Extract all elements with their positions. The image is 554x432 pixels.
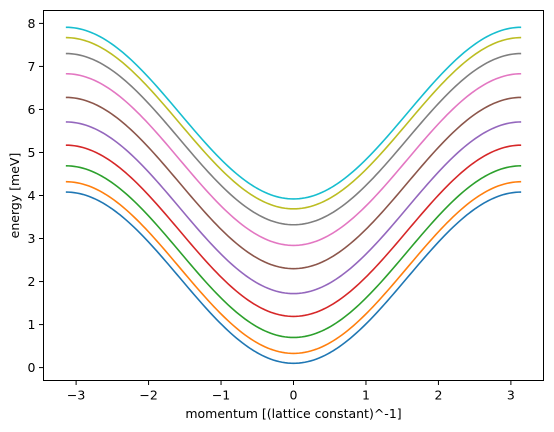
band-line-10 xyxy=(65,26,522,200)
series-layer xyxy=(65,26,522,365)
y-tick-label: 0 xyxy=(28,360,36,375)
x-axis-ticks: −3 −2 −1 0 1 2 3 xyxy=(67,380,515,403)
y-tick-label: 3 xyxy=(28,231,36,246)
y-axis-label: energy [meV] xyxy=(7,153,22,239)
y-tick-label: 5 xyxy=(28,145,36,160)
plot-frame xyxy=(43,10,544,381)
x-tick-label: −3 xyxy=(67,388,85,403)
y-tick-label: 6 xyxy=(28,102,36,117)
band-line-3 xyxy=(65,165,522,339)
band-line-7 xyxy=(65,72,522,247)
x-tick-label: −2 xyxy=(139,388,157,403)
x-tick-label: −1 xyxy=(212,388,230,403)
x-tick-label: 0 xyxy=(290,388,298,403)
y-tick-label: 2 xyxy=(28,274,36,289)
y-tick-label: 1 xyxy=(28,317,36,332)
x-tick-label: 3 xyxy=(507,388,515,403)
x-tick-label: 2 xyxy=(434,388,442,403)
band-line-6 xyxy=(65,96,522,270)
y-tick-label: 7 xyxy=(28,59,36,74)
band-line-5 xyxy=(65,121,522,295)
band-line-1 xyxy=(65,191,522,365)
band-line-8 xyxy=(65,52,522,226)
band-line-9 xyxy=(65,36,522,210)
x-axis-label: momentum [(lattice constant)^-1] xyxy=(185,406,401,421)
y-axis-ticks: 0 1 2 3 4 5 6 7 8 xyxy=(28,16,44,375)
band-line-4 xyxy=(65,144,522,318)
y-tick-label: 4 xyxy=(28,188,36,203)
x-tick-label: 1 xyxy=(362,388,370,403)
band-line-2 xyxy=(65,180,522,355)
y-tick-label: 8 xyxy=(28,16,36,31)
